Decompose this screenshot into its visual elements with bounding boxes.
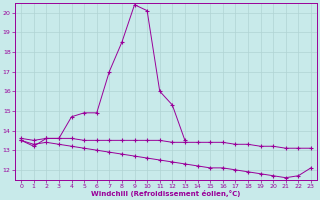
X-axis label: Windchill (Refroidissement éolien,°C): Windchill (Refroidissement éolien,°C) [91, 190, 241, 197]
